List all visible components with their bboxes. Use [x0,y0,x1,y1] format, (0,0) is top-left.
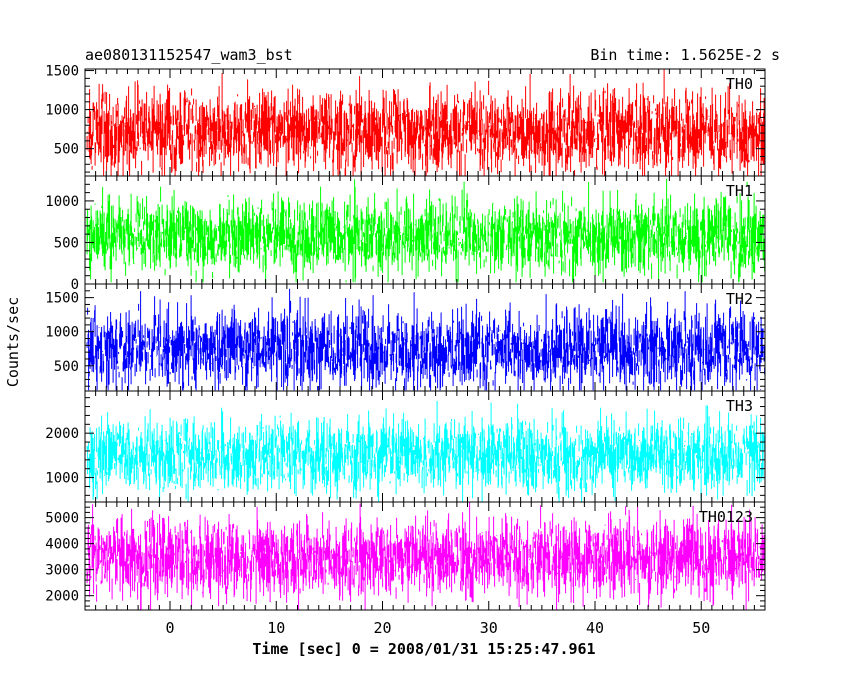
y-tick-label-th0: 500 [54,142,79,158]
series-th3 [86,401,766,502]
x-tick-label: 0 [165,619,174,637]
y-axis-label: Counts/sec [4,297,22,387]
x-tick-label: 50 [692,619,710,637]
y-tick-label-th1: 500 [54,235,79,251]
bin-time-label: Bin time: 1.5625E-2 s [590,46,780,64]
y-tick-label-th0123: 2000 [45,589,79,605]
series-th0 [86,69,766,176]
y-tick-label-th0123: 3000 [45,563,79,579]
x-tick-label: 10 [267,619,285,637]
x-tick-label: 20 [373,619,391,637]
y-tick-label-th0: 1000 [45,103,79,119]
x-tick-label: 30 [480,619,498,637]
panel-label-th0: TH0 [726,75,753,93]
y-tick-label-th0: 1500 [45,64,79,80]
y-tick-label-th1: 1000 [45,194,79,210]
panel-label-th2: TH2 [726,290,753,308]
y-tick-label-th3: 1000 [45,471,79,487]
x-tick-label: 40 [586,619,604,637]
series-th1 [86,178,766,283]
series-th0123 [86,502,766,610]
y-tick-label-th0123: 5000 [45,511,79,527]
chart-title: ae080131152547_wam3_bst [85,46,293,64]
y-tick-label-th2: 500 [54,359,79,375]
y-tick-label-th0123: 4000 [45,537,79,553]
panel-label-th1: TH1 [726,182,753,200]
y-tick-label-th2: 1500 [45,291,79,307]
series-th2 [86,288,766,391]
panel-label-th0123: TH0123 [699,508,753,526]
y-tick-label-th1: 0 [71,277,79,293]
panel-label-th3: TH3 [726,397,753,415]
panel-frame-th0123 [84,501,766,611]
x-axis-label: Time [sec] 0 = 2008/01/31 15:25:47.961 [252,640,595,658]
y-tick-label-th2: 1000 [45,325,79,341]
y-tick-label-th3: 2000 [45,426,79,442]
